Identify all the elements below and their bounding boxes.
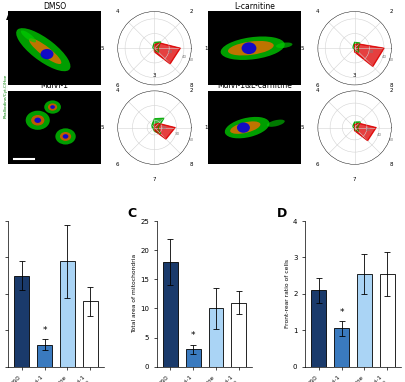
Bar [311, 290, 326, 367]
Text: *: * [191, 331, 195, 340]
Polygon shape [353, 122, 360, 131]
Circle shape [26, 111, 50, 130]
Ellipse shape [16, 28, 70, 71]
Ellipse shape [267, 120, 285, 127]
Ellipse shape [221, 36, 285, 60]
Polygon shape [353, 42, 360, 52]
Polygon shape [355, 123, 376, 141]
Ellipse shape [228, 41, 274, 55]
Bar [186, 349, 200, 367]
Title: L-carnitine: L-carnitine [234, 2, 275, 11]
Polygon shape [355, 44, 384, 66]
Text: Phalliodine/Cyt.C/Hoe: Phalliodine/Cyt.C/Hoe [3, 73, 7, 118]
Bar [14, 276, 29, 367]
Bar [231, 303, 246, 367]
Ellipse shape [29, 38, 62, 64]
Bar [380, 274, 395, 367]
Bar [163, 262, 178, 367]
Circle shape [48, 104, 57, 111]
Ellipse shape [276, 42, 292, 48]
Circle shape [31, 115, 45, 126]
Bar [37, 345, 52, 367]
Circle shape [34, 118, 41, 123]
Y-axis label: Front-rear ratio of cells: Front-rear ratio of cells [285, 259, 290, 329]
Ellipse shape [21, 31, 36, 42]
Polygon shape [154, 43, 180, 64]
Y-axis label: Total area of mitochondria: Total area of mitochondria [132, 254, 137, 333]
Circle shape [242, 42, 256, 54]
Bar [357, 274, 372, 367]
Circle shape [55, 128, 76, 144]
Title: DMSO: DMSO [43, 2, 66, 11]
Circle shape [63, 134, 68, 139]
Title: Mdivi-1: Mdivi-1 [40, 81, 68, 90]
Bar [209, 309, 223, 367]
Circle shape [44, 100, 61, 113]
Title: Mdivi-1&L-carnitine: Mdivi-1&L-carnitine [217, 81, 292, 90]
Ellipse shape [230, 121, 260, 134]
Ellipse shape [225, 117, 269, 138]
Bar [83, 301, 98, 367]
Text: C: C [128, 207, 137, 220]
Text: *: * [43, 326, 47, 335]
Circle shape [60, 132, 71, 141]
Text: *: * [339, 308, 344, 317]
Polygon shape [154, 123, 175, 139]
Text: A: A [6, 10, 16, 23]
Circle shape [40, 49, 53, 59]
Bar [334, 329, 349, 367]
Polygon shape [152, 118, 164, 134]
Polygon shape [153, 42, 161, 52]
Bar [60, 261, 75, 367]
Circle shape [50, 105, 55, 109]
Circle shape [237, 123, 250, 133]
Text: D: D [276, 207, 287, 220]
